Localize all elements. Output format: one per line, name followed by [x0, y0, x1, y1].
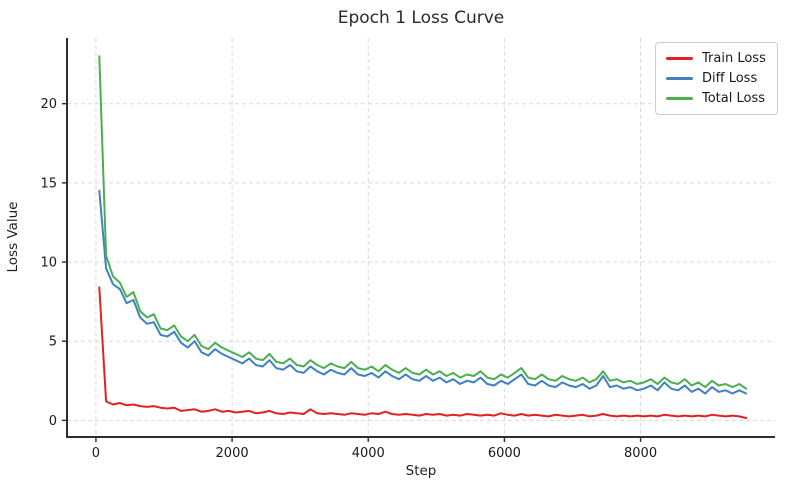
total-loss-line [98, 55, 748, 390]
y-tick-label: 0 [49, 414, 57, 429]
y-tick-label: 5 [49, 335, 57, 350]
legend-item-train-loss: Train Loss [666, 51, 766, 66]
total-loss-swatch [666, 97, 693, 100]
x-axis-label: Step [405, 463, 437, 479]
x-tick-label: 8000 [624, 446, 657, 461]
chart-title: Epoch 1 Loss Curve [337, 8, 505, 28]
legend-label: Total Loss [702, 91, 766, 106]
y-tick-label: 10 [40, 256, 57, 271]
train-loss-line [98, 286, 748, 419]
legend-label: Diff Loss [702, 71, 758, 86]
y-tick-label: 20 [40, 97, 57, 112]
x-tick-label: 4000 [352, 446, 385, 461]
x-tick-label: 0 [92, 446, 100, 461]
diff-loss-line [98, 189, 748, 395]
diff-loss-swatch [666, 77, 693, 80]
x-tick-label: 2000 [216, 446, 249, 461]
train-loss-swatch [666, 57, 693, 60]
legend-item-total-loss: Total Loss [666, 91, 766, 106]
legend-item-diff-loss: Diff Loss [666, 71, 766, 86]
legend-label: Train Loss [702, 51, 766, 66]
x-tick-label: 6000 [488, 446, 521, 461]
legend: Train Loss Diff Loss Total Loss [655, 42, 778, 115]
y-tick-label: 15 [40, 176, 57, 191]
y-axis-label: Loss Value [5, 201, 21, 273]
